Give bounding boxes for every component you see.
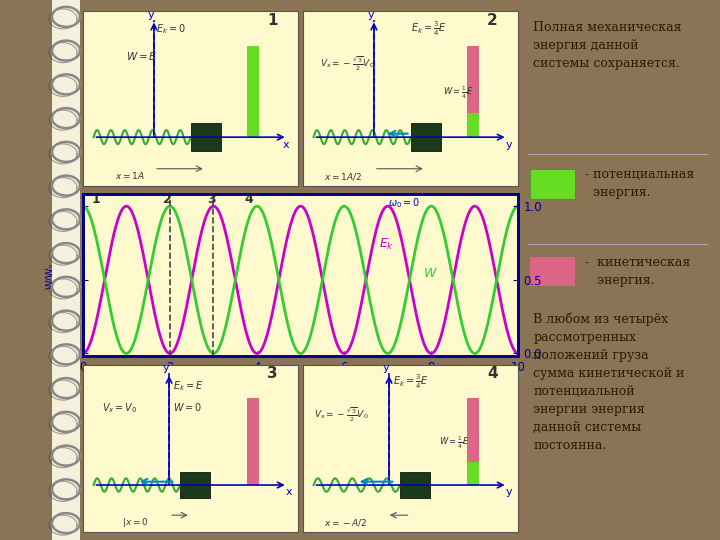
Text: x: x xyxy=(286,487,292,497)
Text: $W=E$: $W=E$ xyxy=(126,50,158,62)
Text: $W=0$: $W=0$ xyxy=(174,401,202,414)
Text: Полная механическая
энергия данной
системы сохраняется.: Полная механическая энергия данной систе… xyxy=(534,21,682,70)
Bar xyxy=(530,256,575,286)
Text: 1: 1 xyxy=(91,193,100,206)
Text: $E_k=\frac{3}{4}E$: $E_k=\frac{3}{4}E$ xyxy=(393,372,429,390)
Text: $x = 1A/2$: $x = 1A/2$ xyxy=(324,171,362,182)
Text: x: x xyxy=(282,140,289,150)
Text: $E_k$: $E_k$ xyxy=(379,237,395,252)
Text: 3: 3 xyxy=(207,193,215,206)
Text: 1: 1 xyxy=(267,13,278,28)
Text: В любом из четырёх
рассмотренных
положений груза
сумма кинетической и
потенциаль: В любом из четырёх рассмотренных положен… xyxy=(534,312,685,452)
Text: 2: 2 xyxy=(163,193,172,206)
Bar xyxy=(467,112,479,137)
Text: $E_k=E$: $E_k=E$ xyxy=(174,380,204,394)
Text: y: y xyxy=(367,10,374,20)
Text: - потенциальная
  энергия.: - потенциальная энергия. xyxy=(585,168,694,199)
Text: $E_k=\frac{3}{4}E$: $E_k=\frac{3}{4}E$ xyxy=(410,19,446,38)
Text: $V_x=-\frac{\sqrt{3}}{2}V_0$: $V_x=-\frac{\sqrt{3}}{2}V_0$ xyxy=(320,55,374,73)
Bar xyxy=(247,398,258,485)
Text: $W$: $W$ xyxy=(423,267,437,280)
Text: 4: 4 xyxy=(244,193,253,206)
Text: y: y xyxy=(382,363,390,373)
Text: -  кинетическая
   энергия.: - кинетическая энергия. xyxy=(585,255,690,287)
Text: $|x=0$: $|x=0$ xyxy=(122,516,148,529)
Text: y: y xyxy=(163,363,169,373)
Bar xyxy=(52,0,80,540)
Text: $V_x=-\frac{\sqrt{3}}{2}V_0$: $V_x=-\frac{\sqrt{3}}{2}V_0$ xyxy=(313,406,368,424)
Bar xyxy=(247,46,258,137)
Text: y: y xyxy=(148,10,154,20)
Text: $x = 1A$: $x = 1A$ xyxy=(115,170,145,181)
Text: $\omega_0=0$: $\omega_0=0$ xyxy=(388,196,420,210)
Text: $W=\frac{1}{4}E$: $W=\frac{1}{4}E$ xyxy=(438,434,469,451)
Text: $x = -A/2$: $x = -A/2$ xyxy=(324,517,367,528)
Text: y: y xyxy=(505,487,512,497)
Text: 3: 3 xyxy=(267,366,278,381)
Text: 2: 2 xyxy=(487,13,498,28)
Text: 4: 4 xyxy=(487,366,498,381)
Bar xyxy=(400,471,430,498)
Bar xyxy=(467,462,479,485)
Bar xyxy=(410,123,441,151)
Text: $W=\frac{1}{4}E$: $W=\frac{1}{4}E$ xyxy=(443,85,474,101)
Bar xyxy=(467,46,479,112)
Bar xyxy=(530,170,575,199)
Bar xyxy=(191,123,221,151)
X-axis label: t, c: t, c xyxy=(291,376,310,389)
Bar xyxy=(180,471,210,498)
Text: W/W₀
Ek/Ek₀: W/W₀ Ek/Ek₀ xyxy=(46,260,68,291)
Text: $V_x=V_0$: $V_x=V_0$ xyxy=(102,401,138,415)
Text: $E_k=0$: $E_k=0$ xyxy=(156,22,186,36)
Text: y: y xyxy=(505,140,512,150)
Bar xyxy=(467,398,479,462)
